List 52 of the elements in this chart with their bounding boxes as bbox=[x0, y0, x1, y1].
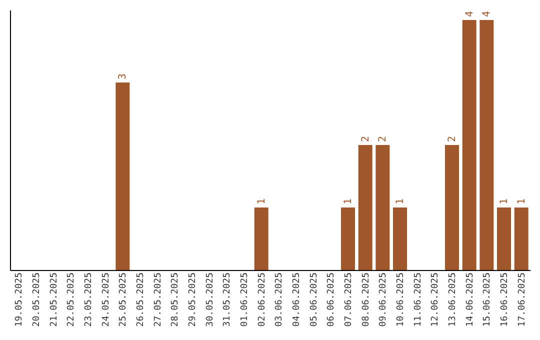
x-tick-label: 20.05.2025 bbox=[32, 272, 42, 327]
x-tick-label: 10.06.2025 bbox=[396, 272, 406, 327]
x-tick-label: 05.06.2025 bbox=[309, 272, 320, 327]
x-tick-label: 31.05.2025 bbox=[222, 272, 233, 327]
bar bbox=[514, 208, 528, 270]
x-tick-label: 26.05.2025 bbox=[136, 272, 146, 327]
bar bbox=[480, 20, 494, 270]
x-tick-label: 01.06.2025 bbox=[240, 272, 250, 327]
data-label: 3 bbox=[118, 73, 129, 80]
data-label: 1 bbox=[395, 198, 406, 204]
x-tick-label: 23.05.2025 bbox=[84, 272, 94, 327]
x-tick-label: 02.06.2025 bbox=[257, 272, 268, 327]
x-tick-label: 11.06.2025 bbox=[413, 272, 424, 327]
x-tick-label: 28.05.2025 bbox=[170, 272, 181, 327]
bar bbox=[341, 208, 355, 270]
x-tick-label: 22.05.2025 bbox=[66, 272, 77, 327]
x-tick-label: 09.06.2025 bbox=[378, 272, 389, 327]
data-label: 1 bbox=[499, 198, 510, 204]
x-tick-label: 21.05.2025 bbox=[49, 272, 60, 327]
bar bbox=[116, 82, 130, 270]
x-tick-label: 08.06.2025 bbox=[361, 272, 372, 327]
data-label: 2 bbox=[447, 136, 458, 142]
data-label: 4 bbox=[464, 10, 476, 17]
x-tick-label: 17.06.2025 bbox=[517, 272, 528, 327]
x-tick-label: 14.06.2025 bbox=[465, 272, 476, 327]
bar bbox=[445, 145, 459, 270]
bar bbox=[497, 208, 511, 270]
x-tick-label: 07.06.2025 bbox=[344, 272, 354, 327]
x-tick-label: 27.05.2025 bbox=[153, 272, 164, 327]
x-tick-label: 06.06.2025 bbox=[326, 272, 337, 327]
bar bbox=[254, 208, 268, 270]
bar bbox=[462, 20, 476, 270]
data-label: 1 bbox=[516, 198, 528, 204]
bar bbox=[393, 208, 407, 270]
x-tick-label: 16.06.2025 bbox=[500, 272, 510, 327]
x-tick-label: 13.06.2025 bbox=[448, 272, 458, 327]
x-tick-label: 15.06.2025 bbox=[482, 272, 493, 327]
x-tick-label: 12.06.2025 bbox=[430, 272, 441, 327]
data-label: 4 bbox=[482, 10, 493, 17]
data-label: 2 bbox=[378, 136, 389, 142]
x-tick-label: 19.05.2025 bbox=[14, 272, 25, 327]
x-tick-label: 25.05.2025 bbox=[118, 272, 129, 327]
x-tick-label: 03.06.2025 bbox=[274, 272, 285, 327]
data-label: 1 bbox=[343, 198, 354, 204]
x-tick-label: 29.05.2025 bbox=[188, 272, 198, 327]
x-tick-label: 04.06.2025 bbox=[292, 272, 302, 327]
bar bbox=[358, 145, 372, 270]
x-tick-label: 24.05.2025 bbox=[101, 272, 112, 327]
bar bbox=[376, 145, 390, 270]
data-label: 2 bbox=[360, 136, 372, 142]
data-label: 1 bbox=[256, 198, 268, 204]
x-tick-label: 30.05.2025 bbox=[205, 272, 216, 327]
